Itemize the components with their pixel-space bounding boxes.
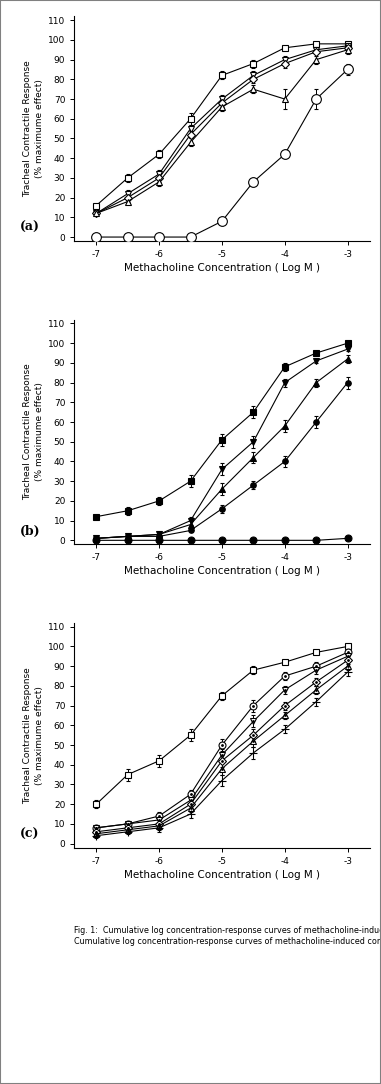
Text: (c): (c) xyxy=(20,828,39,841)
Text: (a): (a) xyxy=(20,221,40,234)
Y-axis label: Tracheal Contractile Response
(% maximume effect): Tracheal Contractile Response (% maximum… xyxy=(23,667,44,803)
X-axis label: Methacholine Concentration ( Log M ): Methacholine Concentration ( Log M ) xyxy=(124,263,320,273)
Y-axis label: Tracheal Contractile Response
(% maximume effect): Tracheal Contractile Response (% maximum… xyxy=(23,61,44,197)
Text: Fig. 1:  Cumulative log concentration-response curves of methacholine-induced co: Fig. 1: Cumulative log concentration-res… xyxy=(74,926,381,946)
Y-axis label: Tracheal Contractile Response
(% maximume effect): Tracheal Contractile Response (% maximum… xyxy=(23,363,44,501)
X-axis label: Methacholine Concentration ( Log M ): Methacholine Concentration ( Log M ) xyxy=(124,869,320,880)
X-axis label: Methacholine Concentration ( Log M ): Methacholine Concentration ( Log M ) xyxy=(124,567,320,577)
Text: (b): (b) xyxy=(20,525,40,538)
